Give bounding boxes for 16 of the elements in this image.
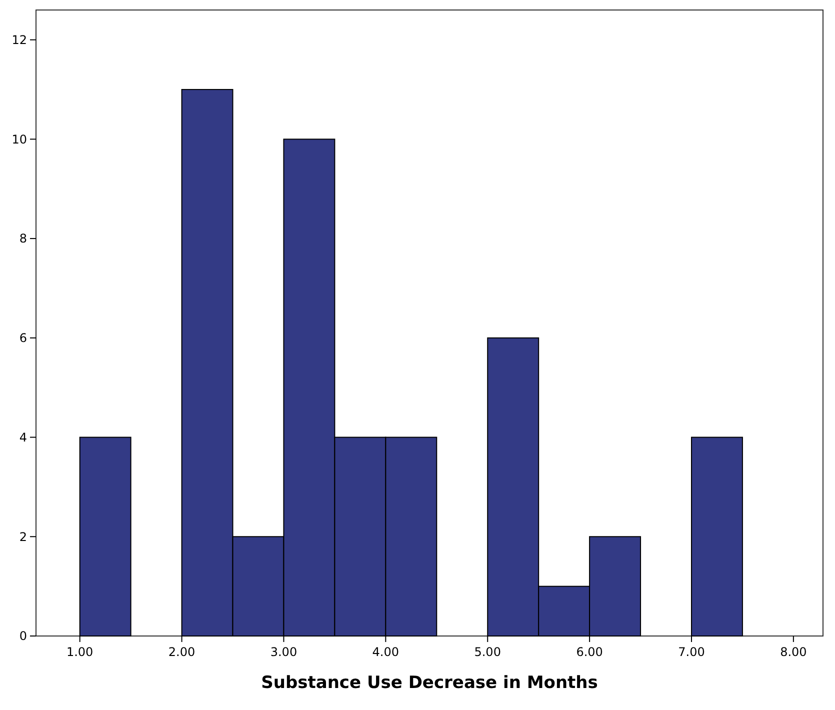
y-tick-label: 12 bbox=[12, 33, 27, 48]
y-tick-label: 0 bbox=[19, 629, 27, 644]
x-axis-title: Substance Use Decrease in Months bbox=[261, 673, 598, 693]
x-tick-label: 1.00 bbox=[66, 645, 94, 659]
x-tick-label: 2.00 bbox=[168, 645, 196, 659]
y-tick-label: 6 bbox=[19, 331, 27, 346]
x-tick-label: 3.00 bbox=[270, 645, 298, 659]
x-tick-label: 4.00 bbox=[372, 645, 400, 659]
y-tick-label: 8 bbox=[19, 232, 27, 246]
y-tick-label: 10 bbox=[12, 132, 27, 146]
y-tick-label: 4 bbox=[19, 430, 27, 444]
y-tick-label: 2 bbox=[19, 530, 27, 544]
x-tick-label: 5.00 bbox=[474, 645, 501, 659]
x-tick-label: 6.00 bbox=[576, 645, 603, 659]
x-tick-label: 8.00 bbox=[780, 645, 807, 659]
x-tick-label: 7.00 bbox=[678, 645, 705, 659]
